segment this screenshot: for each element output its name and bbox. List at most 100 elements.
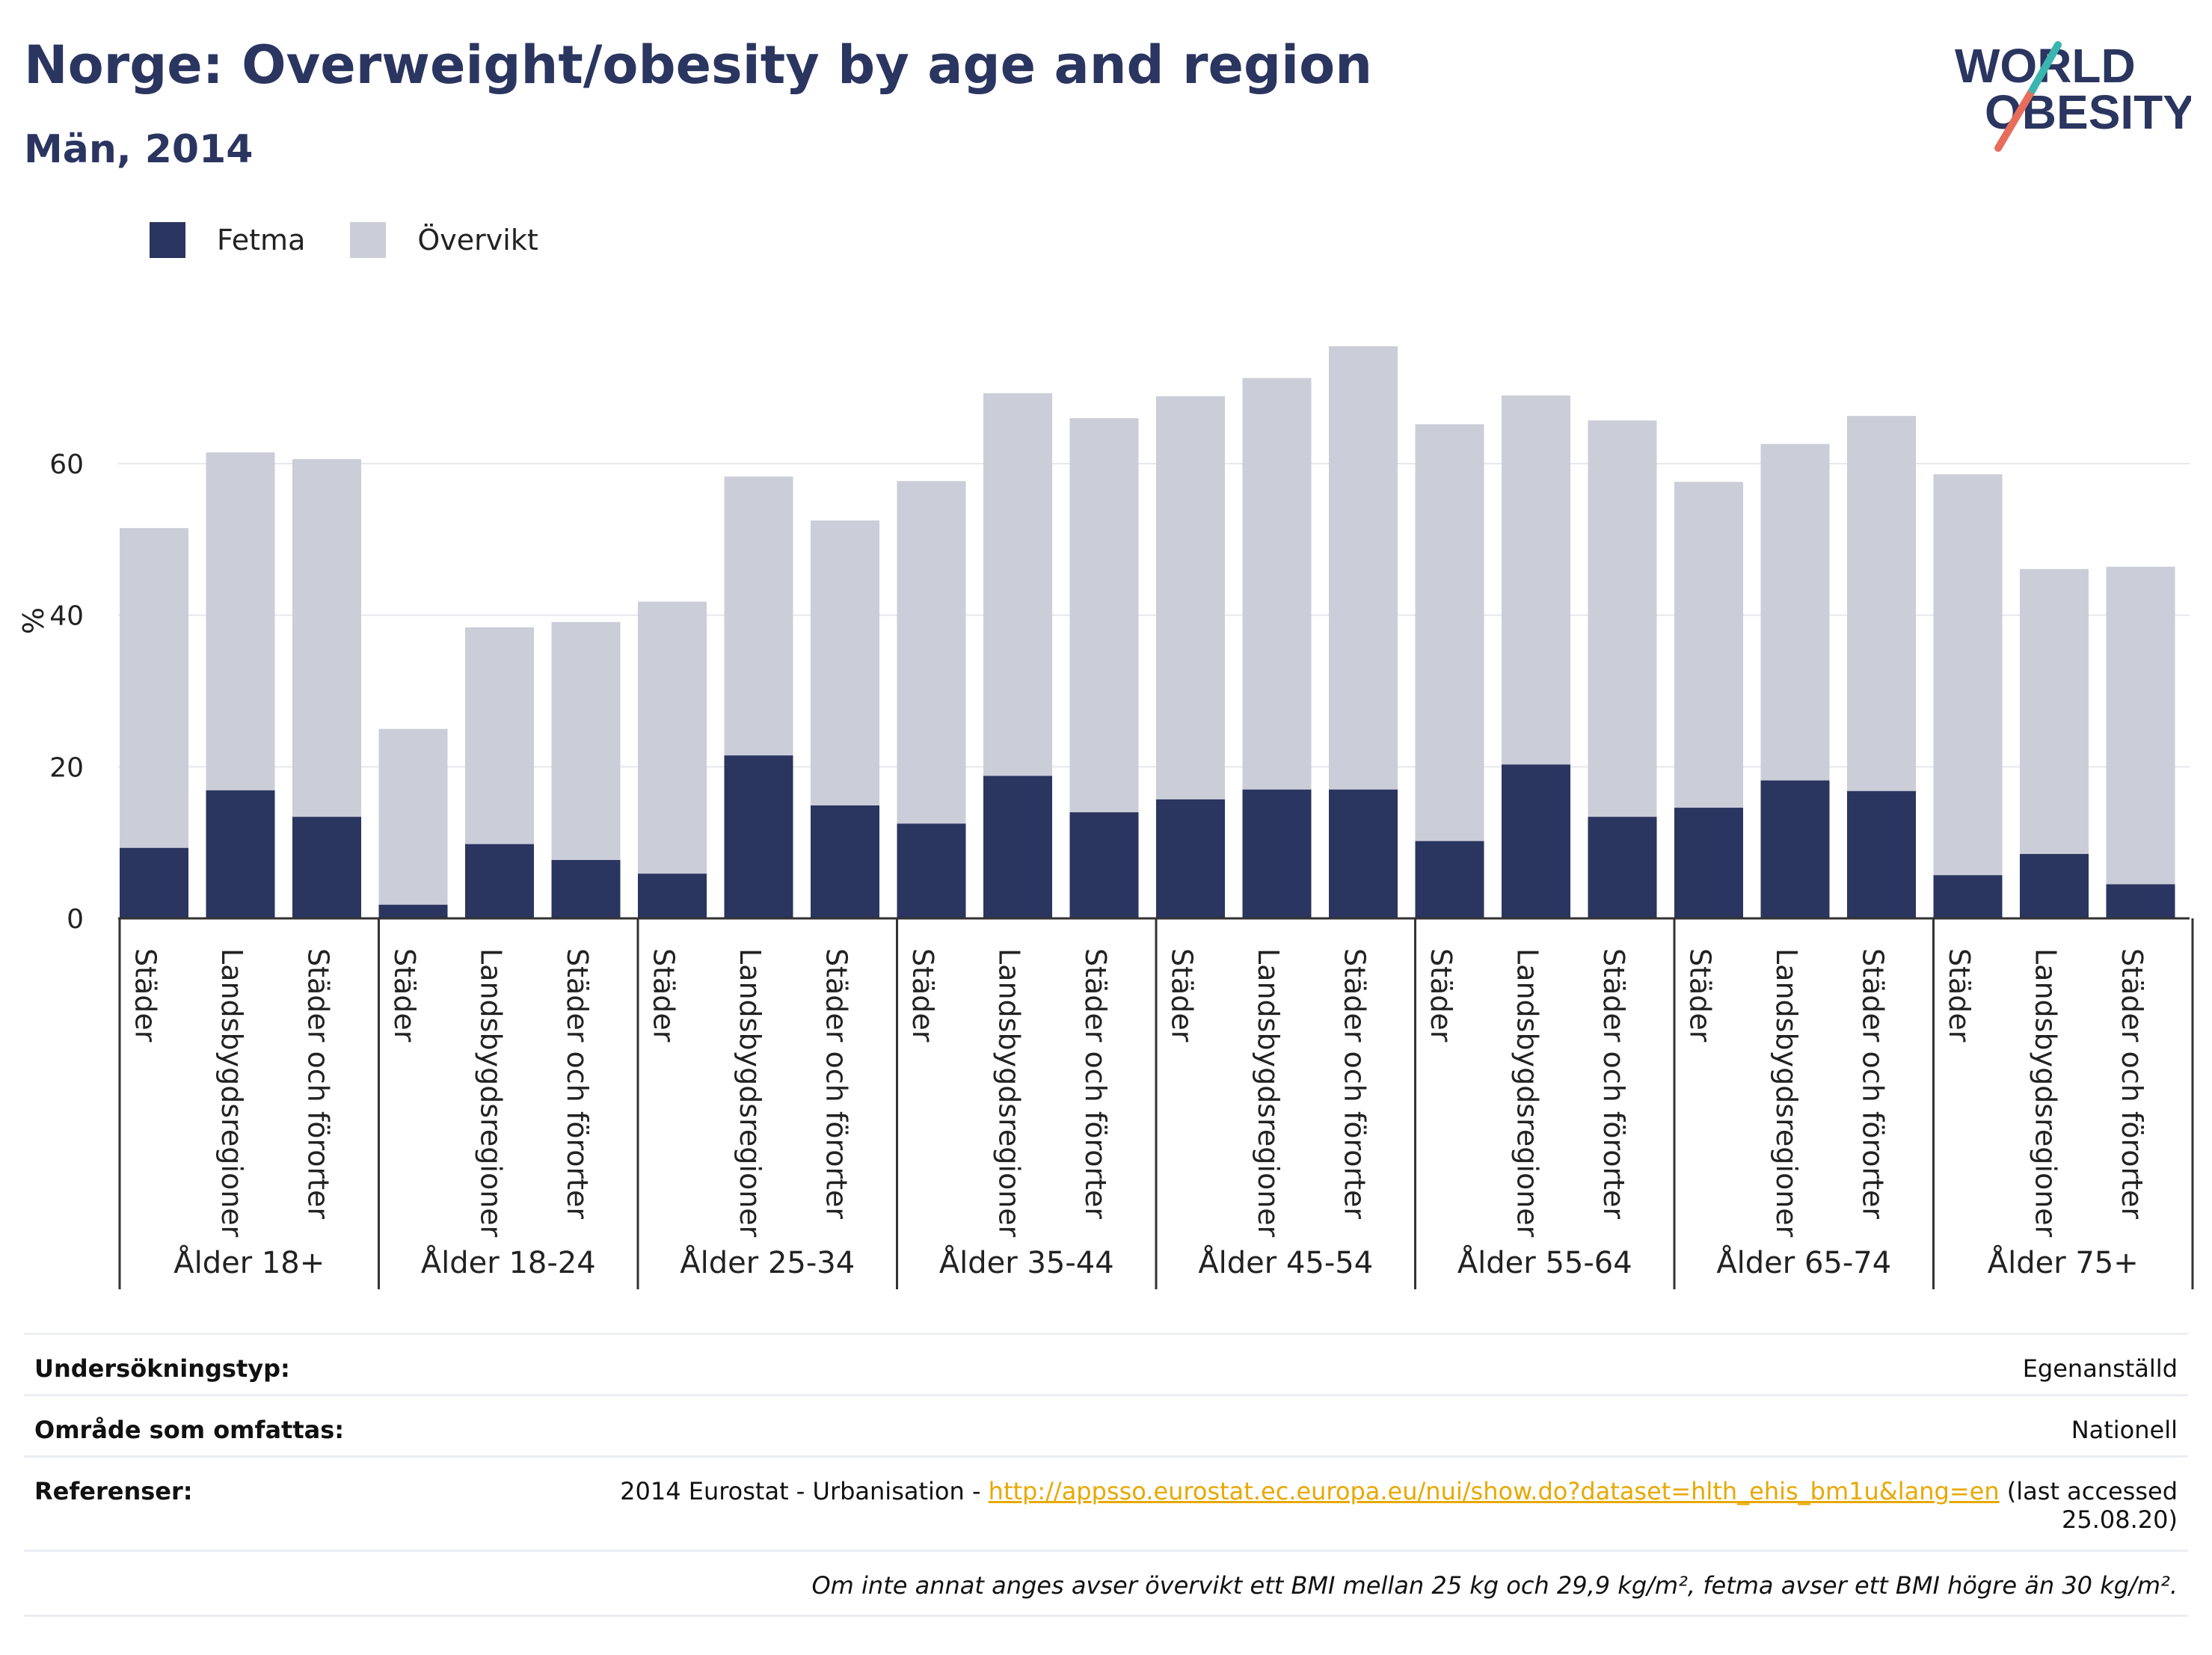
info-row-survey-type: Undersökningstyp: Egenanställd <box>24 1333 2188 1394</box>
bar-fetma-1-1 <box>465 844 534 918</box>
x-tick-label-1-1: Landsbygdsregioner <box>475 948 508 1238</box>
legend-item-overvikt[interactable]: Övervikt <box>350 222 538 258</box>
group-label-7: Ålder 75+ <box>1988 1244 2139 1280</box>
bar-overvikt-6-0 <box>1674 482 1743 808</box>
world-obesity-logo: WORLD OBESITY <box>1955 39 2191 152</box>
legend-label-fetma: Fetma <box>217 224 306 257</box>
y-tick-label-40: 40 <box>49 601 84 632</box>
bar-overvikt-4-0 <box>1156 396 1225 799</box>
bar-overvikt-0-1 <box>206 452 275 790</box>
bar-fetma-7-2 <box>2106 884 2175 918</box>
x-tick-label-3-2: Städer och förorter <box>1079 948 1112 1219</box>
y-tick-label-60: 60 <box>49 449 84 480</box>
survey-type-label: Undersökningstyp: <box>34 1354 290 1383</box>
chart-subtitle: Män, 2014 <box>24 127 254 172</box>
x-tick-label-6-0: Städer <box>1684 948 1717 1043</box>
bar-overvikt-2-1 <box>724 476 793 756</box>
bar-overvikt-2-0 <box>638 601 707 874</box>
x-tick-label-5-1: Landsbygdsregioner <box>1511 948 1544 1238</box>
bar-fetma-0-1 <box>206 790 275 918</box>
x-tick-label-4-2: Städer och förorter <box>1339 948 1371 1219</box>
x-tick-label-3-1: Landsbygdsregioner <box>993 948 1026 1238</box>
bar-fetma-5-1 <box>1502 764 1570 918</box>
footnote: Om inte annat anges avser övervikt ett B… <box>24 1550 2188 1617</box>
group-label-5: Ålder 55-64 <box>1457 1244 1632 1280</box>
bar-fetma-6-1 <box>1760 780 1830 918</box>
bar-overvikt-6-2 <box>1847 416 1916 791</box>
area-label: Område som omfattas: <box>34 1416 345 1444</box>
x-tick-label-6-1: Landsbygdsregioner <box>1770 948 1803 1238</box>
legend-swatch-overvikt <box>350 222 387 258</box>
bar-fetma-7-1 <box>2020 853 2089 918</box>
group-label-2: Ålder 25-34 <box>680 1244 855 1280</box>
references-prefix: 2014 Eurostat - Urbanisation - <box>620 1477 989 1505</box>
bar-overvikt-7-2 <box>2106 566 2175 885</box>
info-row-area: Område som omfattas: Nationell <box>24 1394 2188 1455</box>
bar-overvikt-7-1 <box>2020 568 2089 854</box>
group-label-4: Ålder 45-54 <box>1198 1244 1373 1280</box>
group-label-6: Ålder 65-74 <box>1716 1244 1891 1280</box>
bar-overvikt-1-0 <box>378 728 448 905</box>
x-tick-label-0-2: Städer och förorter <box>302 948 335 1219</box>
bar-fetma-6-0 <box>1674 808 1743 918</box>
x-tick-label-5-0: Städer <box>1425 948 1457 1043</box>
bar-fetma-0-0 <box>120 847 188 918</box>
bar-fetma-3-0 <box>897 823 966 918</box>
x-tick-label-0-0: Städer <box>129 948 162 1043</box>
x-tick-label-7-0: Städer <box>1943 948 1976 1043</box>
info-row-references: Referenser: 2014 Eurostat - Urbanisation… <box>24 1455 2188 1550</box>
area-value: Nationell <box>2071 1416 2178 1444</box>
bar-overvikt-5-0 <box>1415 424 1484 841</box>
bar-overvikt-3-0 <box>897 481 966 824</box>
bar-overvikt-5-2 <box>1588 420 1657 817</box>
bar-overvikt-3-1 <box>983 393 1052 776</box>
references-value: 2014 Eurostat - Urbanisation - http://ap… <box>620 1477 2178 1550</box>
bar-overvikt-0-2 <box>292 458 361 817</box>
references-date: 25.08.20) <box>2062 1505 2178 1534</box>
y-axis-label: % <box>17 607 50 634</box>
x-tick-label-1-0: Städer <box>388 948 421 1043</box>
legend-swatch-fetma <box>150 222 185 258</box>
bar-overvikt-4-2 <box>1329 346 1398 790</box>
bar-overvikt-3-2 <box>1069 418 1139 813</box>
bar-overvikt-7-0 <box>1933 474 2003 876</box>
stacked-bar-chart: 0 20 40 60% Städer Landsbygdsregioner Städer o… <box>17 346 2194 1289</box>
bar-fetma-2-1 <box>724 755 793 918</box>
group-label-0: Ålder 18+ <box>173 1244 325 1280</box>
group-label-3: Ålder 35-44 <box>939 1244 1114 1280</box>
x-tick-label-3-0: Städer <box>906 948 939 1043</box>
bar-fetma-3-1 <box>983 776 1052 918</box>
info-table: Undersökningstyp: Egenanställd Område so… <box>24 1333 2188 1617</box>
references-label: Referenser: <box>34 1477 193 1505</box>
bar-overvikt-5-1 <box>1502 395 1570 765</box>
x-tick-label-2-2: Städer och förorter <box>820 948 853 1219</box>
bar-fetma-1-0 <box>378 904 448 918</box>
bar-fetma-0-2 <box>292 817 361 918</box>
x-tick-label-0-1: Landsbygdsregioner <box>215 948 248 1238</box>
bar-overvikt-1-2 <box>551 621 621 860</box>
bar-fetma-6-2 <box>1847 790 1916 918</box>
x-tick-label-4-1: Landsbygdsregioner <box>1252 948 1285 1238</box>
x-tick-label-7-2: Städer och förorter <box>2116 948 2148 1219</box>
bar-overvikt-4-1 <box>1242 378 1312 790</box>
references-link[interactable]: http://appsso.eurostat.ec.europa.eu/nui/… <box>988 1477 2000 1505</box>
x-tick-label-6-2: Städer och förorter <box>1857 948 1890 1219</box>
x-tick-label-2-0: Städer <box>648 948 681 1043</box>
bar-fetma-5-2 <box>1588 817 1657 918</box>
bar-overvikt-6-1 <box>1760 443 1830 781</box>
x-tick-label-5-2: Städer och förorter <box>1597 948 1630 1219</box>
bar-fetma-2-0 <box>638 873 707 918</box>
y-tick-label-0: 0 <box>67 904 84 935</box>
bar-overvikt-2-2 <box>811 521 879 806</box>
bar-fetma-7-0 <box>1933 875 2003 918</box>
chart-title: Norge: Overweight/obesity by age and reg… <box>24 34 1373 96</box>
references-suffix: (last accessed <box>1999 1477 2178 1505</box>
bar-fetma-4-2 <box>1329 789 1398 918</box>
group-label-1: Ålder 18-24 <box>421 1244 596 1280</box>
bar-overvikt-0-0 <box>120 528 188 848</box>
bar-fetma-2-2 <box>811 805 879 918</box>
x-tick-label-2-1: Landsbygdsregioner <box>734 948 766 1238</box>
legend-item-fetma[interactable]: Fetma <box>150 222 305 258</box>
bar-fetma-5-0 <box>1415 841 1484 918</box>
legend-label-overvikt: Övervikt <box>417 224 538 257</box>
